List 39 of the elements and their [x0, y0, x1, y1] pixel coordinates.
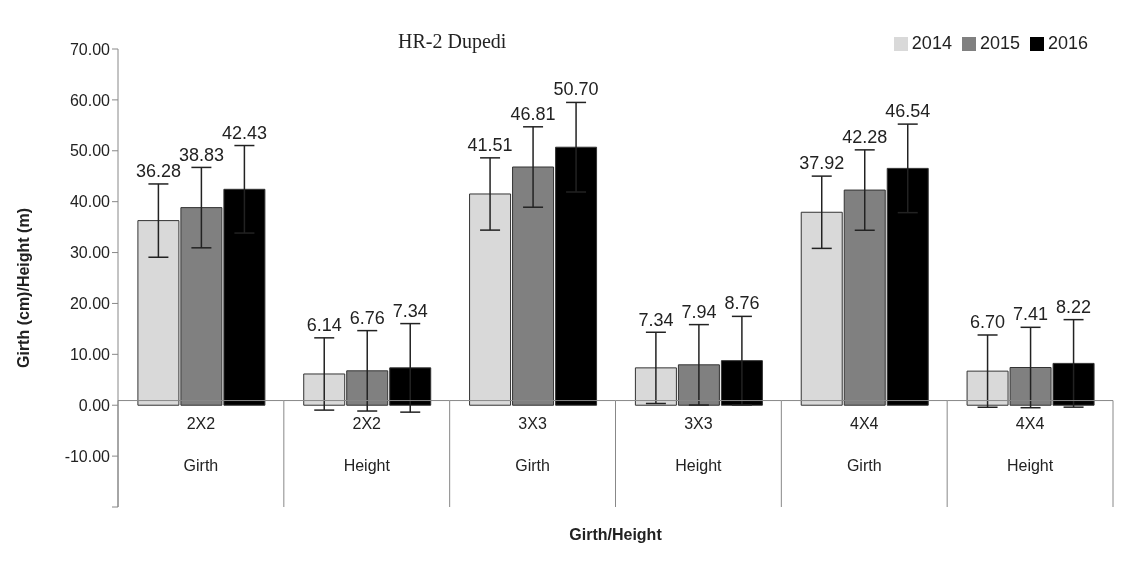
y-tick-label: -10.00	[64, 447, 111, 465]
data-label: 36.28	[135, 161, 181, 182]
data-label: 7.41	[1013, 304, 1049, 325]
y-tick-label: 40.00	[69, 193, 111, 211]
y-tick-label: 60.00	[69, 91, 111, 109]
category-label: 3X3 Height	[675, 414, 722, 474]
data-label: 6.76	[349, 307, 385, 328]
x-axis-title: Girth/Height	[568, 526, 663, 544]
data-label: 6.14	[306, 315, 342, 336]
data-label: 42.43	[221, 122, 267, 143]
y-tick-label: 70.00	[69, 40, 111, 58]
data-label: 46.81	[510, 103, 556, 124]
y-tick-label: 10.00	[69, 346, 111, 364]
chart-title: HR-2 Dupedi	[398, 30, 507, 53]
data-label: 37.92	[799, 153, 845, 174]
data-label: 7.94	[681, 301, 717, 322]
y-tick-label: 20.00	[69, 295, 111, 313]
data-label: 8.22	[1056, 296, 1092, 317]
data-label: 46.54	[885, 101, 931, 122]
legend-label: 2014	[911, 33, 952, 53]
data-label: 38.83	[178, 144, 224, 165]
data-label: 41.51	[467, 135, 513, 156]
y-axis-title: Girth (cm)/Height (m)	[14, 208, 32, 368]
data-label: 50.70	[553, 79, 599, 100]
data-label: 42.28	[842, 127, 888, 148]
legend-label: 2015	[979, 33, 1020, 53]
category-label: 4X4 Girth	[846, 414, 882, 474]
category-label: 2X2 Height	[343, 414, 390, 474]
data-label: 7.34	[392, 300, 428, 321]
category-label: 2X2 Girth	[183, 414, 219, 474]
y-tick-label: 50.00	[69, 142, 111, 160]
data-label: 7.34	[638, 309, 674, 330]
y-tick-label: 0.00	[78, 396, 111, 414]
legend-label: 2016	[1047, 33, 1088, 53]
category-label: 3X3 Girth	[515, 414, 550, 474]
y-tick-label: 30.00	[69, 244, 111, 262]
data-label: 8.76	[724, 293, 760, 314]
category-label: 4X4 Height	[1006, 414, 1054, 474]
data-label: 6.70	[970, 312, 1006, 333]
